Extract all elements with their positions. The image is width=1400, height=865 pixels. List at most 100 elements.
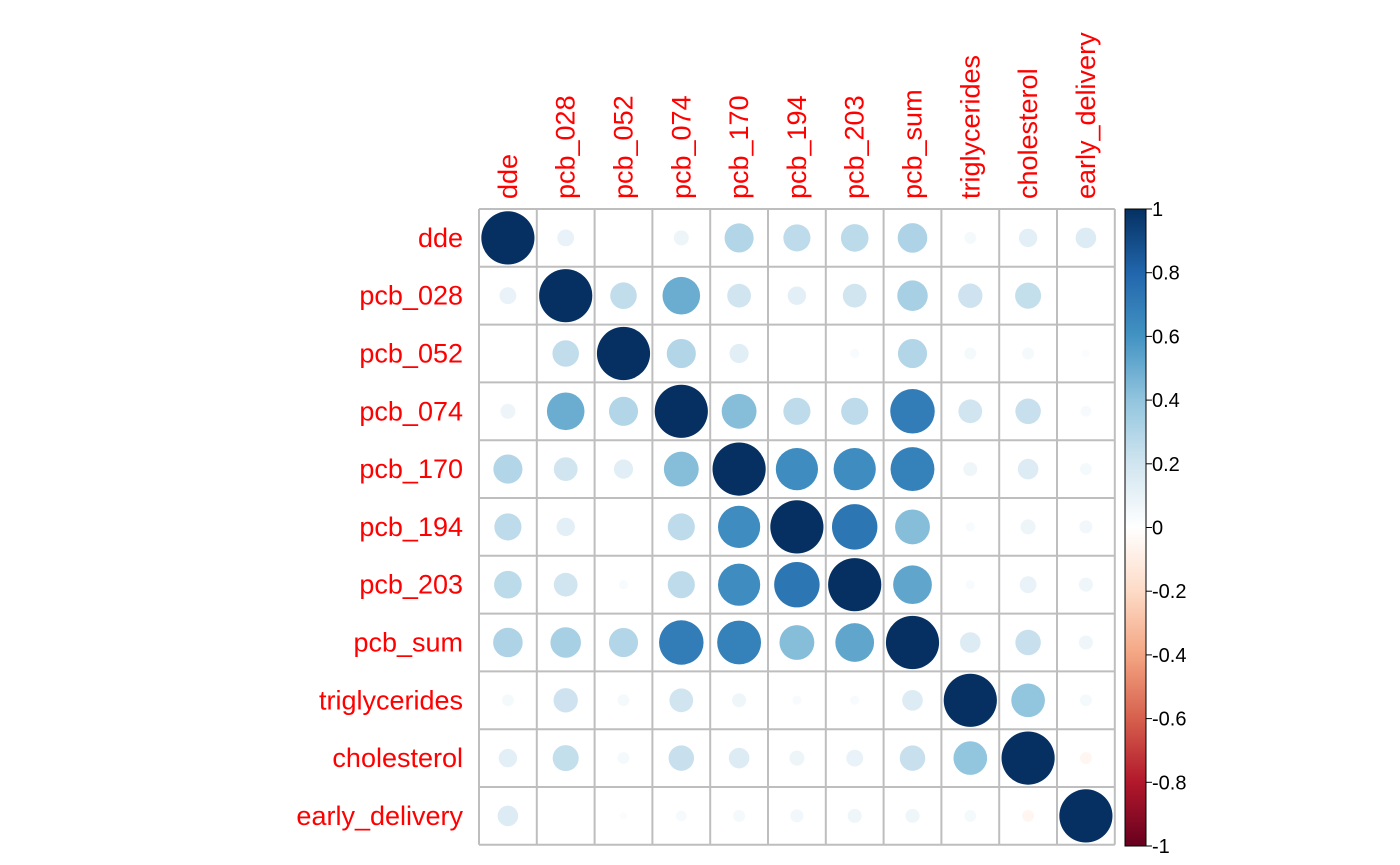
corr-circle-pcb_203-early_delivery [1078,577,1093,592]
corr-circle-cholesterol-pcb_028 [552,745,579,772]
corr-circle-pcb_sum-pcb_028 [550,627,581,658]
corr-circle-triglycerides-triglycerides [943,673,997,727]
corr-circle-pcb_074-pcb_170 [721,393,757,429]
corr-circle-pcb_074-pcb_sum [890,389,935,434]
corr-circle-triglycerides-dde [501,694,514,707]
corr-circle-pcb_194-pcb_074 [667,513,695,541]
corr-circle-pcb_170-pcb_194 [775,448,819,491]
corr-circle-cholesterol-dde [498,748,518,768]
corr-circle-pcb_052-pcb_203 [850,348,860,359]
corr-circle-pcb_203-cholesterol [1019,576,1037,594]
correlation-matrix [478,208,1116,846]
corr-circle-cholesterol-early_delivery [1079,752,1092,765]
colorbar-tick-label: -1 [1152,836,1170,858]
corr-circle-pcb_074-pcb_052 [608,396,639,426]
colorbar-tick-label: -0.6 [1152,709,1186,731]
corr-circle-pcb_203-dde [494,570,522,599]
col-label-pcb_194: pcb_194 [782,95,812,199]
corr-circle-triglycerides-pcb_052 [617,694,630,707]
corr-circle-dde-pcb_028 [557,229,575,247]
colorbar-tick-label: -0.8 [1152,772,1186,794]
col-label-pcb_052: pcb_052 [609,95,639,199]
corr-circle-early_delivery-pcb_170 [733,809,746,822]
corr-circle-pcb_170-pcb_052 [613,459,634,479]
corr-circle-pcb_170-pcb_sum [890,447,935,492]
corr-circle-pcb_074-triglycerides [958,399,983,424]
corr-circle-triglycerides-pcb_028 [553,688,578,713]
corr-circle-cholesterol-cholesterol [1001,731,1055,785]
corr-circle-pcb_170-early_delivery [1079,463,1092,476]
corr-circle-pcb_sum-pcb_194 [779,625,815,660]
col-label-pcb_028: pcb_028 [551,95,581,199]
corr-circle-triglycerides-pcb_074 [669,688,694,713]
colorbar-tick-label: -0.4 [1152,645,1186,667]
grid-lines [478,208,1116,846]
corr-circle-dde-pcb_194 [783,224,811,252]
corr-circle-early_delivery-early_delivery [1059,789,1113,843]
col-label-early_delivery: early_delivery [1071,32,1101,199]
corr-circle-cholesterol-pcb_052 [617,752,630,765]
corr-circle-early_delivery-pcb_194 [790,809,804,823]
corr-circle-dde-triglycerides [964,231,977,244]
corr-circle-dde-pcb_170 [724,223,754,253]
corr-circle-pcb_sum-dde [493,627,523,658]
corr-circle-pcb_sum-pcb_203 [835,623,875,662]
corr-circle-pcb_203-pcb_194 [774,561,820,608]
corr-circle-pcb_170-pcb_028 [553,457,578,481]
corr-circle-pcb_052-pcb_170 [729,343,749,364]
corr-circle-pcb_203-pcb_074 [667,571,695,599]
corr-circle-pcb_028-cholesterol [1015,282,1042,309]
corr-circle-pcb_170-pcb_203 [833,448,876,491]
corr-circle-pcb_170-dde [493,454,523,484]
corr-circle-pcb_052-pcb_028 [552,340,579,367]
corr-circle-pcb_074-pcb_203 [841,397,869,425]
col-label-pcb_203: pcb_203 [840,95,870,199]
corr-circle-pcb_203-triglycerides [965,580,975,590]
corr-circle-pcb_203-pcb_203 [828,558,882,612]
corr-circle-pcb_194-pcb_170 [718,505,761,548]
col-label-dde: dde [493,154,523,199]
corr-circle-pcb_028-pcb_028 [539,269,593,323]
corr-circle-pcb_074-dde [500,403,516,419]
corr-circle-pcb_sum-pcb_074 [659,620,704,665]
corr-circle-cholesterol-pcb_203 [846,749,864,767]
corr-circle-pcb_074-cholesterol [1015,398,1041,425]
corr-circle-pcb_194-pcb_203 [831,504,878,550]
corr-circle-dde-dde [481,211,535,265]
corr-circle-pcb_194-pcb_sum [895,509,930,545]
corr-circle-pcb_sum-pcb_170 [717,620,762,665]
corr-circle-pcb_170-cholesterol [1017,458,1039,480]
corr-circle-pcb_052-cholesterol [1022,347,1035,360]
corr-circle-pcb_194-dde [494,513,522,541]
row-label-pcb_028: pcb_028 [359,281,463,311]
corr-circle-early_delivery-dde [497,805,519,827]
row-label-pcb_074: pcb_074 [359,396,463,426]
corr-circle-pcb_sum-pcb_sum [885,615,940,670]
corr-circle-pcb_052-pcb_sum [897,338,928,369]
corr-circle-cholesterol-triglycerides [953,741,988,775]
colorbar-tick-label: 1 [1152,199,1163,221]
corr-circle-pcb_203-pcb_sum [893,565,932,605]
corr-circle-pcb_052-pcb_052 [596,326,651,381]
corr-circle-cholesterol-pcb_170 [728,747,750,769]
corr-circle-cholesterol-pcb_sum [899,745,926,771]
corr-circle-pcb_028-pcb_sum [897,280,928,311]
corr-circle-triglycerides-pcb_sum [902,690,923,711]
row-label-pcb_052: pcb_052 [359,339,463,369]
corr-circle-pcb_074-pcb_028 [546,392,585,431]
corr-circle-pcb_028-pcb_074 [662,276,701,315]
colorbar-tick-label: 0 [1152,518,1163,540]
corr-circle-pcb_052-early_delivery [1082,349,1090,358]
corr-circle-triglycerides-early_delivery [1079,694,1092,707]
corr-circle-pcb_203-pcb_170 [718,563,761,606]
colorbar-tick-label: 0.2 [1152,454,1180,476]
corr-circle-pcb_028-pcb_052 [610,282,637,309]
corr-circle-pcb_sum-cholesterol [1015,629,1041,656]
corr-circle-pcb_028-pcb_203 [842,283,867,308]
row-label-early_delivery: early_delivery [296,801,463,831]
corr-circle-pcb_sum-early_delivery [1078,635,1093,650]
corr-circle-pcb_170-pcb_170 [712,442,766,496]
corr-circle-pcb_170-triglycerides [963,462,978,477]
corr-circle-pcb_028-pcb_170 [727,283,751,308]
row-label-triglycerides: triglycerides [319,685,463,715]
